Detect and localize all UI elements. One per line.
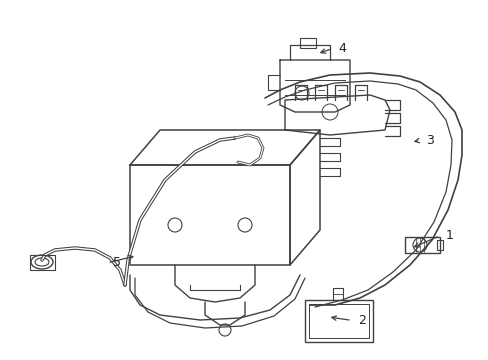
- Text: 5: 5: [113, 256, 121, 269]
- Text: 4: 4: [338, 42, 346, 55]
- Text: 3: 3: [426, 134, 433, 147]
- Text: 2: 2: [357, 314, 365, 327]
- Bar: [436, 240, 442, 250]
- Bar: [308, 304, 368, 338]
- Bar: [404, 237, 439, 253]
- Bar: [299, 38, 315, 48]
- Bar: [305, 300, 372, 342]
- Text: 1: 1: [445, 229, 453, 242]
